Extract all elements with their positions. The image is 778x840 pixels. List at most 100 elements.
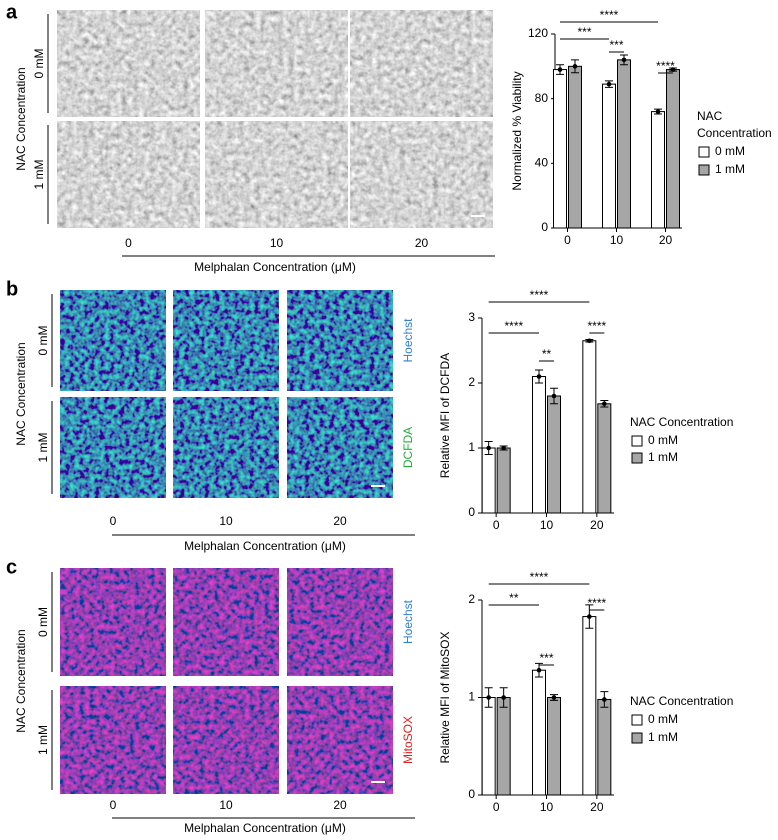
y-tick-label: 2 — [468, 592, 475, 606]
column-label: 0 — [110, 514, 117, 528]
bar — [496, 697, 511, 796]
bar — [597, 403, 612, 514]
legend-swatch — [631, 435, 643, 447]
column-label: 20 — [333, 514, 347, 528]
mean-dot — [572, 64, 578, 69]
row-label: 0 mM — [36, 325, 50, 355]
y-tick-label: 3 — [468, 310, 475, 324]
bar — [651, 111, 665, 229]
x-tick-label: 10 — [540, 800, 554, 814]
mean-dot — [602, 697, 607, 702]
mean-dot — [602, 401, 607, 407]
y-tick-label: 2 — [468, 375, 475, 389]
micrograph — [173, 568, 279, 676]
micrograph — [173, 397, 279, 498]
significance-label: **** — [587, 319, 606, 333]
significance-label: **** — [656, 59, 675, 73]
y-tick-label: 1 — [468, 440, 475, 454]
legend-label: 0 mM — [715, 144, 745, 158]
row-label: 1 mM — [36, 725, 50, 755]
column-label: 20 — [333, 798, 347, 812]
micrograph — [60, 568, 166, 676]
y-tick-label: 0 — [541, 220, 548, 234]
row-label: 0 mM — [32, 48, 46, 78]
y-axis-label: Relative MFI of MitoSOX — [438, 631, 452, 763]
micrograph — [173, 686, 279, 794]
mean-dot — [655, 109, 661, 114]
significance-label: *** — [609, 38, 623, 52]
mean-dot — [557, 67, 563, 72]
micrograph — [287, 686, 393, 794]
column-label: 10 — [270, 236, 284, 250]
mean-dot — [551, 695, 557, 700]
bar — [553, 69, 567, 229]
bar — [547, 395, 561, 514]
bar — [582, 616, 597, 796]
legend-swatch — [631, 452, 643, 464]
panel-label: b — [6, 278, 18, 300]
bar — [496, 447, 511, 514]
y-tick-label: 0 — [468, 787, 475, 801]
y-tick-label: 0 — [468, 505, 475, 519]
mean-dot — [587, 614, 592, 619]
x-title: Melphalan Concentration (μM) — [184, 821, 346, 835]
legend-label: 1 mM — [648, 730, 678, 744]
stain-label: Hoechst — [401, 599, 415, 644]
x-tick-label: 10 — [540, 518, 554, 532]
bar — [617, 59, 631, 229]
x-tick-label: 10 — [610, 233, 624, 247]
bar — [481, 697, 496, 796]
bar — [532, 376, 546, 514]
column-label: 0 — [125, 236, 132, 250]
mean-dot — [501, 695, 506, 700]
x-title: Melphalan Concentration (μM) — [194, 260, 356, 274]
x-tick-label: 20 — [590, 800, 604, 814]
mean-dot — [551, 393, 557, 399]
y-tick-label: 1 — [468, 690, 475, 704]
micrograph — [205, 10, 348, 117]
legend-label: 1 mM — [715, 162, 745, 176]
micrograph — [60, 397, 166, 498]
column-label: 20 — [415, 236, 429, 250]
micrograph — [60, 290, 166, 391]
significance-label: **** — [530, 570, 549, 584]
x-tick-label: 20 — [659, 233, 673, 247]
micrograph — [60, 686, 166, 794]
mean-dot — [606, 81, 612, 87]
legend-label: 0 mM — [648, 433, 678, 447]
micrograph — [57, 121, 200, 228]
micrograph — [350, 10, 493, 117]
row-label: 1 mM — [32, 159, 46, 189]
row-label: 1 mM — [36, 432, 50, 462]
legend-swatch — [631, 714, 643, 726]
y-axis-label: Normalized % Viability — [510, 71, 524, 190]
row-label: 0 mM — [36, 607, 50, 637]
x-title: Melphalan Concentration (μM) — [184, 539, 346, 553]
row-title: NAC Concentration — [14, 342, 28, 445]
stain-label: Hoechst — [401, 318, 415, 363]
micrograph — [205, 121, 348, 228]
bar — [666, 69, 680, 229]
legend-swatch — [698, 164, 710, 176]
mean-dot — [501, 445, 506, 451]
stain-label: DCFDA — [401, 427, 415, 468]
legend-label: 1 mM — [648, 450, 678, 464]
bar — [597, 698, 612, 796]
bar — [602, 83, 616, 229]
significance-label: ** — [542, 347, 552, 361]
mean-dot — [536, 667, 542, 673]
y-tick-label: 80 — [535, 91, 549, 105]
micrograph — [173, 290, 279, 391]
micrograph — [287, 397, 393, 498]
bar — [547, 697, 561, 796]
y-axis-label: Relative MFI of DCFDA — [438, 353, 452, 478]
significance-label: *** — [539, 651, 553, 665]
micrograph — [287, 290, 393, 391]
micrograph — [287, 568, 393, 676]
column-label: 10 — [219, 514, 233, 528]
row-title: NAC Concentration — [14, 67, 28, 170]
x-tick-label: 0 — [493, 800, 500, 814]
legend-title: NAC Concentration — [697, 109, 772, 140]
y-tick-label: 120 — [528, 26, 548, 40]
